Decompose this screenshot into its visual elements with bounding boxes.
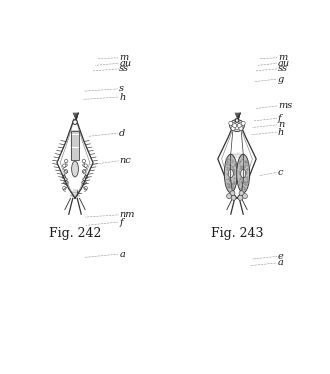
Text: m: m: [278, 53, 287, 62]
Circle shape: [231, 122, 235, 126]
Text: m: m: [119, 53, 128, 62]
Text: h: h: [119, 92, 125, 101]
Text: h: h: [278, 128, 284, 137]
Text: Fig. 242: Fig. 242: [49, 227, 101, 240]
Text: nm: nm: [119, 210, 135, 219]
Text: nc: nc: [119, 156, 131, 165]
Circle shape: [243, 194, 248, 199]
Text: c: c: [278, 168, 283, 177]
Text: a: a: [119, 249, 125, 258]
Circle shape: [239, 191, 244, 196]
Circle shape: [233, 123, 237, 128]
Text: s: s: [119, 84, 124, 94]
Circle shape: [238, 195, 243, 200]
Text: ss: ss: [119, 64, 129, 73]
Ellipse shape: [241, 169, 246, 178]
Circle shape: [239, 126, 243, 131]
Text: Fig. 243: Fig. 243: [211, 227, 263, 240]
Text: d: d: [119, 129, 125, 138]
Circle shape: [235, 126, 239, 130]
Circle shape: [237, 123, 241, 128]
Ellipse shape: [224, 154, 237, 193]
Circle shape: [73, 120, 77, 125]
Circle shape: [229, 121, 233, 125]
Ellipse shape: [237, 154, 250, 193]
Text: n: n: [278, 120, 284, 129]
Circle shape: [230, 191, 235, 196]
Circle shape: [235, 119, 239, 122]
Ellipse shape: [230, 120, 244, 132]
Ellipse shape: [72, 161, 79, 177]
Text: f: f: [278, 114, 281, 123]
Circle shape: [231, 126, 235, 131]
Circle shape: [231, 195, 236, 200]
Text: au: au: [119, 59, 131, 68]
Text: au: au: [278, 59, 290, 68]
Bar: [71, 131, 79, 160]
Text: g: g: [278, 74, 284, 83]
Circle shape: [239, 122, 243, 126]
Text: e: e: [278, 252, 284, 261]
Circle shape: [235, 120, 239, 124]
Text: a: a: [278, 258, 284, 267]
Ellipse shape: [228, 169, 233, 178]
Text: f: f: [119, 218, 123, 227]
Circle shape: [241, 121, 245, 125]
Text: ss: ss: [278, 64, 288, 73]
Circle shape: [227, 194, 232, 199]
Text: ms: ms: [278, 101, 292, 110]
